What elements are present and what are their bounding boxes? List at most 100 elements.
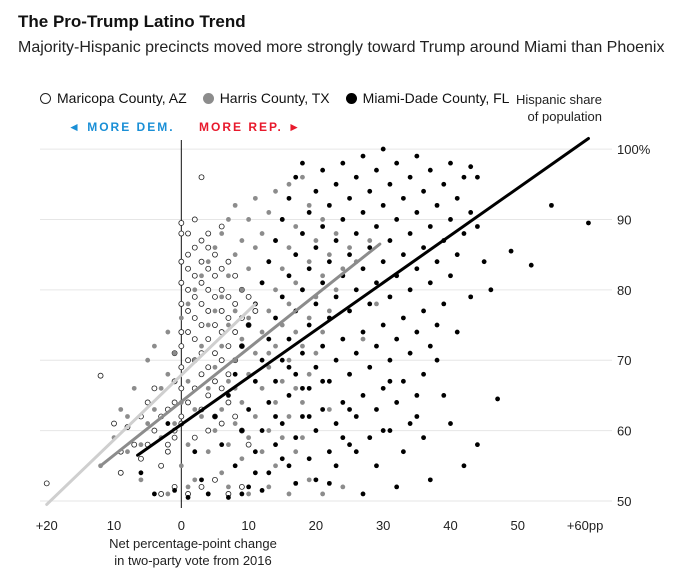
- tick-labels: 100% 90 80 70 60 50 +20 10 0 10 20 30 40 50 +60pp: [36, 142, 651, 533]
- point-miami-dade: [414, 329, 420, 335]
- point-miami-dade: [454, 252, 460, 258]
- point-miami-dade: [454, 195, 460, 201]
- point-harris: [279, 435, 285, 441]
- point-miami-dade: [205, 491, 211, 497]
- point-harris: [185, 301, 191, 307]
- point-miami-dade: [266, 400, 272, 405]
- point-harris: [226, 322, 231, 328]
- point-harris: [259, 385, 265, 391]
- point-maricopa: [131, 441, 138, 448]
- point-harris: [340, 266, 346, 272]
- point-maricopa: [198, 174, 205, 181]
- point-maricopa: [171, 434, 178, 441]
- point-miami-dade: [333, 181, 339, 187]
- legend-item-miami-dade: Miami-Dade County, FL: [345, 90, 509, 106]
- point-harris: [232, 202, 238, 208]
- point-harris: [320, 273, 326, 279]
- axis-labels: ◄ MORE DEM. MORE REP. ► Hispanic share o…: [68, 92, 602, 568]
- point-harris: [306, 477, 312, 483]
- point-maricopa: [151, 385, 158, 392]
- point-harris: [158, 385, 164, 391]
- point-maricopa: [178, 230, 185, 237]
- trend-line-miami-dade: [136, 137, 590, 457]
- point-miami-dade: [259, 357, 265, 363]
- point-miami-dade: [353, 414, 359, 419]
- point-miami-dade: [360, 329, 366, 335]
- point-miami-dade: [400, 315, 406, 321]
- point-miami-dade: [374, 167, 379, 173]
- point-harris: [286, 301, 292, 307]
- point-maricopa: [178, 220, 185, 226]
- point-miami-dade: [586, 220, 591, 226]
- point-miami-dade: [528, 262, 534, 268]
- legend-item-maricopa: Maricopa County, AZ: [40, 90, 187, 106]
- point-maricopa: [198, 279, 205, 286]
- point-miami-dade: [279, 217, 285, 222]
- point-harris: [300, 435, 305, 441]
- point-miami-dade: [252, 470, 258, 476]
- point-miami-dade: [407, 174, 413, 180]
- legend-label-maricopa: Maricopa County, AZ: [57, 90, 187, 106]
- point-harris: [118, 407, 124, 412]
- point-maricopa: [164, 448, 171, 455]
- point-maricopa: [218, 385, 225, 392]
- point-miami-dade: [448, 273, 453, 279]
- point-harris: [266, 308, 272, 314]
- point-harris: [273, 188, 278, 194]
- x-axis-label-line-1: Net percentage-point change: [109, 536, 277, 551]
- point-miami-dade: [475, 442, 480, 448]
- point-miami-dade: [320, 167, 326, 173]
- point-maricopa: [185, 265, 191, 272]
- point-maricopa: [225, 371, 232, 378]
- point-miami-dade: [468, 210, 474, 215]
- point-harris: [185, 484, 191, 490]
- point-miami-dade: [488, 287, 494, 293]
- point-miami-dade: [293, 252, 299, 258]
- point-miami-dade: [347, 371, 352, 377]
- point-miami-dade: [246, 322, 252, 328]
- point-harris: [246, 315, 252, 321]
- point-maricopa: [151, 427, 158, 434]
- point-maricopa: [43, 480, 50, 487]
- trend-line-maricopa: [45, 302, 257, 506]
- point-harris: [286, 245, 292, 251]
- point-maricopa: [178, 279, 185, 286]
- point-miami-dade: [360, 392, 366, 398]
- point-miami-dade: [266, 336, 272, 342]
- point-maricopa: [185, 286, 191, 293]
- point-miami-dade: [300, 385, 305, 391]
- point-harris: [300, 400, 305, 405]
- point-harris: [178, 463, 184, 469]
- point-miami-dade: [232, 371, 238, 377]
- point-miami-dade: [347, 442, 352, 448]
- point-harris: [266, 210, 272, 215]
- point-miami-dade: [306, 266, 312, 272]
- point-harris: [279, 266, 285, 272]
- point-maricopa: [191, 434, 198, 441]
- point-miami-dade: [400, 252, 406, 258]
- point-miami-dade: [273, 442, 278, 448]
- point-harris: [252, 195, 258, 201]
- point-maricopa: [178, 364, 185, 371]
- point-miami-dade: [239, 491, 245, 497]
- point-maricopa: [238, 483, 245, 490]
- point-harris: [300, 343, 305, 349]
- x-tick-label: +20: [36, 518, 58, 533]
- point-miami-dade: [374, 407, 379, 412]
- point-miami-dade: [320, 378, 326, 384]
- point-miami-dade: [360, 210, 366, 215]
- point-harris: [320, 329, 326, 335]
- point-harris: [266, 484, 272, 490]
- point-miami-dade: [300, 160, 305, 166]
- point-miami-dade: [333, 463, 339, 469]
- point-harris: [205, 322, 211, 328]
- point-miami-dade: [360, 153, 366, 159]
- point-harris: [205, 385, 211, 391]
- point-harris: [246, 491, 252, 497]
- y-tick-label: 60: [617, 424, 631, 439]
- point-miami-dade: [333, 238, 339, 243]
- point-miami-dade: [165, 421, 171, 426]
- point-maricopa: [225, 343, 232, 350]
- point-maricopa: [245, 293, 252, 300]
- point-miami-dade: [326, 202, 332, 208]
